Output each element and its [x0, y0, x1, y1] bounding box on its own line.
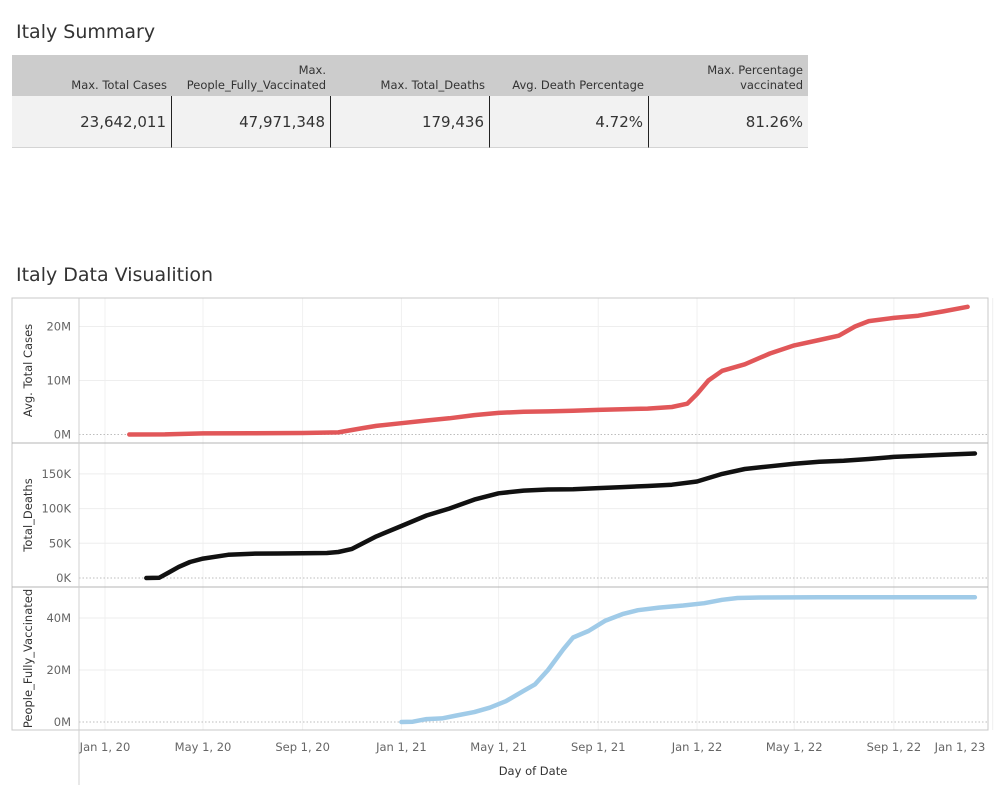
header-label: Max. Total_Deaths: [380, 78, 485, 92]
value-max-percentage-vaccinated[interactable]: 81.26%: [649, 96, 808, 148]
header-label: Avg. Death Percentage: [512, 78, 644, 92]
header-label: Max. People_Fully_Vaccinated: [186, 63, 326, 92]
y-tick-label: 50K: [49, 536, 72, 550]
summary-table: Max. Total Cases Max. People_Fully_Vaccin…: [12, 55, 808, 148]
x-tick-label: Jan 1, 22: [671, 740, 723, 754]
header-max-total-cases[interactable]: Max. Total Cases: [12, 55, 172, 96]
x-tick-label: May 1, 22: [766, 740, 823, 754]
y-tick-label: 0M: [54, 428, 71, 442]
y-tick-label: 10M: [46, 374, 71, 388]
value-max-total-cases[interactable]: 23,642,011: [12, 96, 172, 148]
x-tick-label: May 1, 21: [470, 740, 527, 754]
y-tick-label: 20M: [46, 663, 71, 677]
header-label: Max. Percentage vaccinated: [707, 63, 803, 92]
y-tick-label: 40M: [46, 611, 71, 625]
value-max-total-deaths[interactable]: 179,436: [331, 96, 490, 148]
x-tick-label: Jan 1, 23: [934, 740, 986, 754]
series-line-3[interactable]: [399, 595, 978, 725]
summary-title: Italy Summary: [16, 21, 156, 43]
visualization-title: Italy Data Visualition: [16, 264, 214, 286]
x-axis-title: Day of Date: [499, 764, 568, 778]
y-tick-label: 0M: [54, 715, 71, 729]
value-avg-death-percentage[interactable]: 4.72%: [490, 96, 649, 148]
x-tick-label: May 1, 20: [175, 740, 232, 754]
header-max-percentage-vaccinated[interactable]: Max. Percentage vaccinated: [649, 55, 808, 96]
y-tick-label: 100K: [42, 502, 72, 516]
header-max-people-fully-vaccinated[interactable]: Max. People_Fully_Vaccinated: [172, 55, 331, 96]
y-axis-title: People_Fully_Vaccinated: [21, 589, 35, 728]
y-axis-title: Total_Deaths: [21, 478, 35, 552]
header-avg-death-percentage[interactable]: Avg. Death Percentage: [490, 55, 649, 96]
y-tick-label: 150K: [42, 467, 72, 481]
x-tick-label: Sep 1, 22: [867, 740, 922, 754]
header-max-total-deaths[interactable]: Max. Total_Deaths: [331, 55, 490, 96]
y-axis-title: Avg. Total Cases: [21, 324, 35, 417]
header-label: Max. Total Cases: [71, 78, 167, 92]
x-tick-label: Sep 1, 20: [275, 740, 330, 754]
series-line-2[interactable]: [144, 451, 978, 581]
chart-frame: [11, 297, 989, 731]
x-tick-label: Sep 1, 21: [571, 740, 626, 754]
y-tick-label: 20M: [46, 320, 71, 334]
series-line-1[interactable]: [127, 304, 970, 437]
x-tick-label: Jan 1, 20: [79, 740, 131, 754]
x-tick-label: Jan 1, 21: [375, 740, 427, 754]
y-tick-label: 0K: [56, 571, 71, 585]
value-max-people-fully-vaccinated[interactable]: 47,971,348: [172, 96, 331, 148]
